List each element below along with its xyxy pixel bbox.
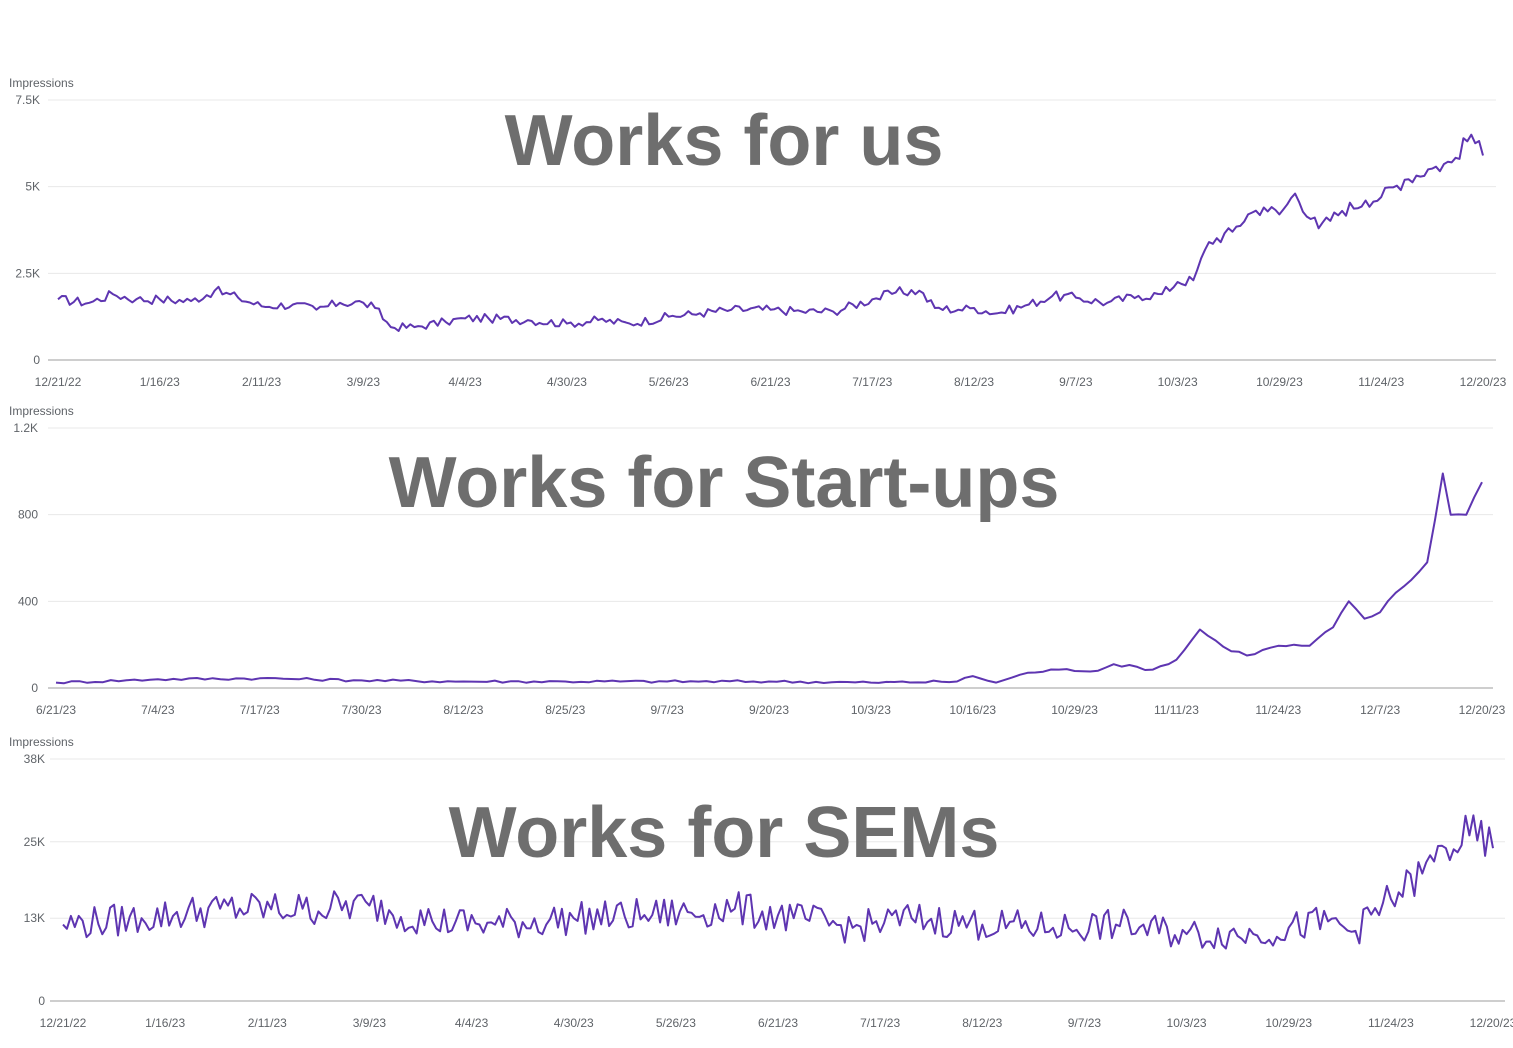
x-tick-label: 12/20/23 <box>1459 703 1506 717</box>
y-axis-title: Impressions <box>9 76 74 90</box>
y-tick-label: 25K <box>24 835 45 849</box>
y-tick-label: 400 <box>18 594 38 608</box>
x-tick-label: 8/12/23 <box>962 1016 1002 1030</box>
x-tick-label: 12/7/23 <box>1360 703 1400 717</box>
x-tick-label: 4/4/23 <box>455 1016 489 1030</box>
x-tick-label: 9/7/23 <box>650 703 684 717</box>
x-tick-label: 12/21/22 <box>35 375 82 389</box>
impressions-series-line <box>55 472 1483 685</box>
x-tick-label: 10/3/23 <box>1167 1016 1207 1030</box>
x-tick-label: 1/16/23 <box>145 1016 185 1030</box>
x-tick-label: 12/20/23 <box>1470 1016 1513 1030</box>
x-tick-label: 7/30/23 <box>342 703 382 717</box>
x-tick-label: 5/26/23 <box>649 375 689 389</box>
x-tick-label: 9/7/23 <box>1059 375 1093 389</box>
y-tick-label: 38K <box>24 752 45 766</box>
x-tick-label: 10/29/23 <box>1256 375 1303 389</box>
y-axis-title: Impressions <box>9 404 74 418</box>
x-tick-label: 9/7/23 <box>1068 1016 1102 1030</box>
y-tick-label: 1.2K <box>13 421 38 435</box>
impressions-series-line <box>62 814 1494 950</box>
x-tick-label: 6/21/23 <box>758 1016 798 1030</box>
x-tick-label: 4/30/23 <box>547 375 587 389</box>
x-tick-label: 7/17/23 <box>860 1016 900 1030</box>
overlay-caption: Works for us <box>505 101 944 181</box>
x-tick-label: 8/12/23 <box>954 375 994 389</box>
x-tick-label: 12/21/22 <box>40 1016 87 1030</box>
x-tick-label: 12/20/23 <box>1460 375 1507 389</box>
x-tick-label: 10/16/23 <box>949 703 996 717</box>
y-tick-label: 800 <box>18 508 38 522</box>
x-tick-label: 6/21/23 <box>36 703 76 717</box>
x-tick-label: 2/11/23 <box>248 1016 287 1030</box>
x-tick-label: 10/29/23 <box>1051 703 1098 717</box>
y-tick-label: 0 <box>31 681 38 695</box>
x-tick-label: 8/25/23 <box>545 703 585 717</box>
y-tick-label: 0 <box>38 994 45 1008</box>
x-tick-label: 1/16/23 <box>140 375 180 389</box>
x-tick-label: 3/9/23 <box>353 1016 387 1030</box>
x-tick-label: 11/24/23 <box>1255 703 1301 717</box>
overlay-caption: Works for SEMs <box>449 793 1000 873</box>
x-tick-label: 2/11/23 <box>242 375 281 389</box>
impressions-series-line <box>57 133 1484 332</box>
x-tick-label: 11/11/23 <box>1154 703 1199 717</box>
x-tick-label: 10/3/23 <box>851 703 891 717</box>
y-tick-label: 0 <box>33 353 40 367</box>
x-tick-label: 5/26/23 <box>656 1016 696 1030</box>
x-tick-label: 7/17/23 <box>240 703 280 717</box>
x-tick-label: 6/21/23 <box>750 375 790 389</box>
y-tick-label: 7.5K <box>15 93 40 107</box>
x-tick-label: 7/17/23 <box>852 375 892 389</box>
y-tick-label: 5K <box>25 180 40 194</box>
overlay-caption: Works for Start-ups <box>389 443 1060 523</box>
y-tick-label: 2.5K <box>15 266 40 280</box>
x-tick-label: 7/4/23 <box>141 703 175 717</box>
x-tick-label: 8/12/23 <box>443 703 483 717</box>
y-tick-label: 13K <box>24 911 45 925</box>
x-tick-label: 4/30/23 <box>554 1016 594 1030</box>
x-tick-label: 11/24/23 <box>1358 375 1404 389</box>
x-tick-label: 10/29/23 <box>1265 1016 1312 1030</box>
x-tick-label: 4/4/23 <box>448 375 482 389</box>
x-tick-label: 3/9/23 <box>347 375 381 389</box>
x-tick-label: 9/20/23 <box>749 703 789 717</box>
y-axis-title: Impressions <box>9 735 74 749</box>
x-tick-label: 10/3/23 <box>1158 375 1198 389</box>
x-tick-label: 11/24/23 <box>1368 1016 1414 1030</box>
